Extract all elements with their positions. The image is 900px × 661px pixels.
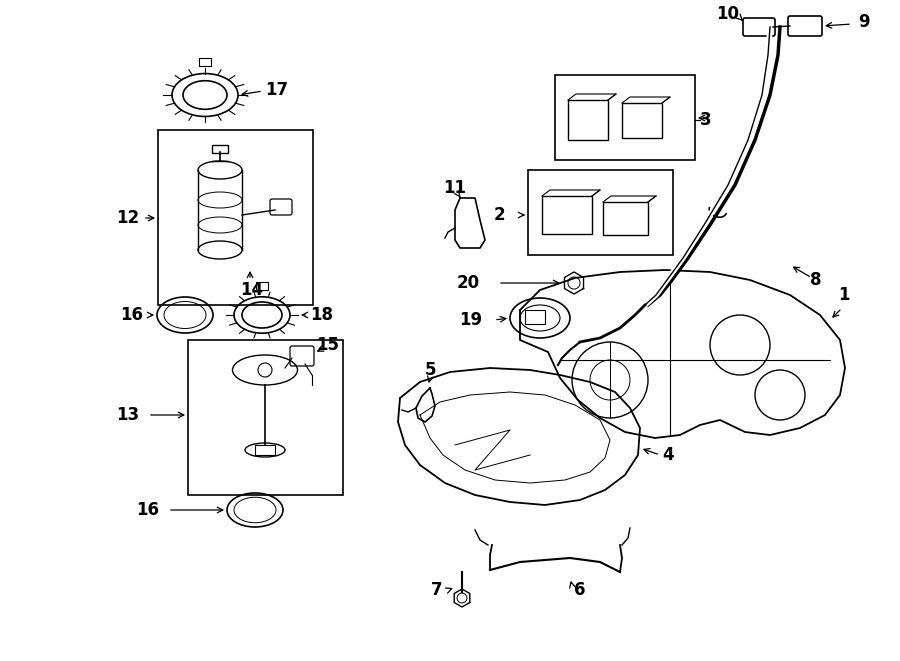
Text: 10: 10 (716, 5, 740, 23)
Text: 19: 19 (459, 311, 482, 329)
Bar (528, 170, 673, 255)
Bar (256, 282, 268, 290)
Text: 6: 6 (574, 581, 586, 599)
Bar (212, 145, 228, 153)
Text: 8: 8 (810, 271, 822, 289)
Text: 3: 3 (700, 111, 712, 129)
Bar (158, 130, 313, 305)
Bar (255, 445, 275, 455)
Bar (199, 58, 211, 65)
Text: 2: 2 (493, 206, 505, 224)
Bar (188, 340, 343, 495)
Text: 7: 7 (430, 581, 442, 599)
Text: 11: 11 (444, 179, 466, 197)
Text: 13: 13 (116, 406, 140, 424)
Text: 4: 4 (662, 446, 673, 464)
Text: 9: 9 (858, 13, 869, 31)
Text: 12: 12 (116, 209, 140, 227)
Text: 18: 18 (310, 306, 333, 324)
Bar (555, 75, 695, 160)
Text: 14: 14 (240, 281, 264, 299)
Text: 20: 20 (457, 274, 480, 292)
Text: 5: 5 (424, 361, 436, 379)
Text: 15: 15 (317, 336, 339, 354)
Text: 17: 17 (265, 81, 288, 99)
Bar (525, 310, 545, 324)
Text: 16: 16 (121, 306, 143, 324)
Text: 1: 1 (838, 286, 850, 304)
Text: 16: 16 (137, 501, 159, 519)
